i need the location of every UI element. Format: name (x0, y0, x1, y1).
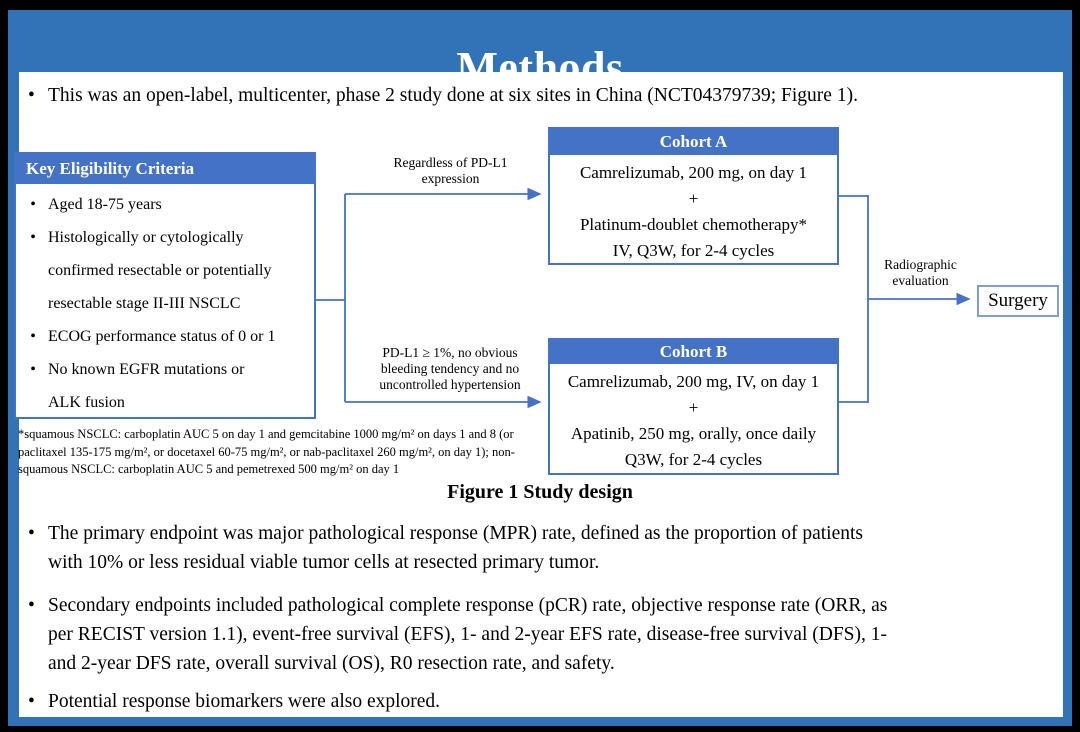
cohort-b-box: Cohort B Camrelizumab, 200 mg, IV, on da… (548, 338, 839, 475)
eligibility-item: • Histologically or cytologically confir… (18, 221, 310, 320)
bullet-secondary-endpoints: • Secondary endpoints included pathologi… (28, 591, 1062, 678)
bullet-intro: • This was an open-label, multicenter, p… (28, 81, 1058, 110)
eligibility-header: Key Eligibility Criteria (16, 154, 314, 184)
bullet-biomarkers: • Potential response biomarkers were als… (28, 687, 1062, 716)
figure-footnote: *squamous NSCLC: carboplatin AUC 5 on da… (18, 427, 515, 476)
cohort-b-body: Camrelizumab, 200 mg, IV, on day 1 + Apa… (567, 372, 820, 469)
eligibility-item-text: ECOG performance status of 0 or 1 (48, 328, 276, 345)
bullet-marker: • (30, 196, 36, 213)
figure-caption: Figure 1 Study design (447, 481, 633, 503)
bullet-marker: • (28, 595, 35, 616)
bullet-marker: • (30, 328, 36, 345)
cohort-b-header: Cohort B (550, 340, 837, 364)
bullet-biomarkers-text: Potential response biomarkers were also … (48, 691, 441, 712)
cohort-a-box: Cohort A Camrelizumab, 200 mg, on day 1 … (548, 127, 839, 265)
surgery-box: Surgery (977, 285, 1059, 317)
eligibility-item: • ECOG performance status of 0 or 1 (18, 320, 310, 353)
bullet-marker: • (30, 229, 36, 246)
bullet-marker: • (28, 691, 35, 712)
evaluation-label: Radiographic evaluation (884, 257, 957, 288)
eligibility-item: • No known EGFR mutations or ALK fusion (18, 353, 310, 419)
branch-label-bottom: PD-L1 ≥ 1%, no obvious bleeding tendency… (379, 345, 521, 392)
surgery-label: Surgery (988, 290, 1048, 311)
eligibility-body: • Aged 18-75 years • Histologically or c… (16, 184, 314, 419)
bullet-primary-endpoint: • The primary endpoint was major patholo… (28, 519, 1062, 577)
bullet-secondary-text: Secondary endpoints included pathologica… (48, 595, 888, 674)
branch-label-top: Regardless of PD-L1 expression (393, 155, 508, 186)
eligibility-item-text: No known EGFR mutations or ALK fusion (48, 361, 245, 411)
eligibility-item-text: Histologically or cytologically confirme… (48, 229, 272, 312)
bullet-intro-text: This was an open-label, multicenter, pha… (48, 85, 858, 106)
bullet-primary-text: The primary endpoint was major pathologi… (48, 523, 863, 573)
bullet-marker: • (28, 523, 35, 544)
cohort-a-header: Cohort A (550, 129, 837, 155)
cohort-a-body: Camrelizumab, 200 mg, on day 1 + Platinu… (579, 163, 808, 260)
eligibility-box: Key Eligibility Criteria • Aged 18-75 ye… (14, 152, 316, 419)
eligibility-item-text: Aged 18-75 years (48, 196, 162, 213)
page-title: Methods (456, 43, 624, 93)
bullet-marker: • (28, 85, 35, 106)
bullet-marker: • (30, 361, 36, 378)
eligibility-item: • Aged 18-75 years (18, 188, 310, 221)
